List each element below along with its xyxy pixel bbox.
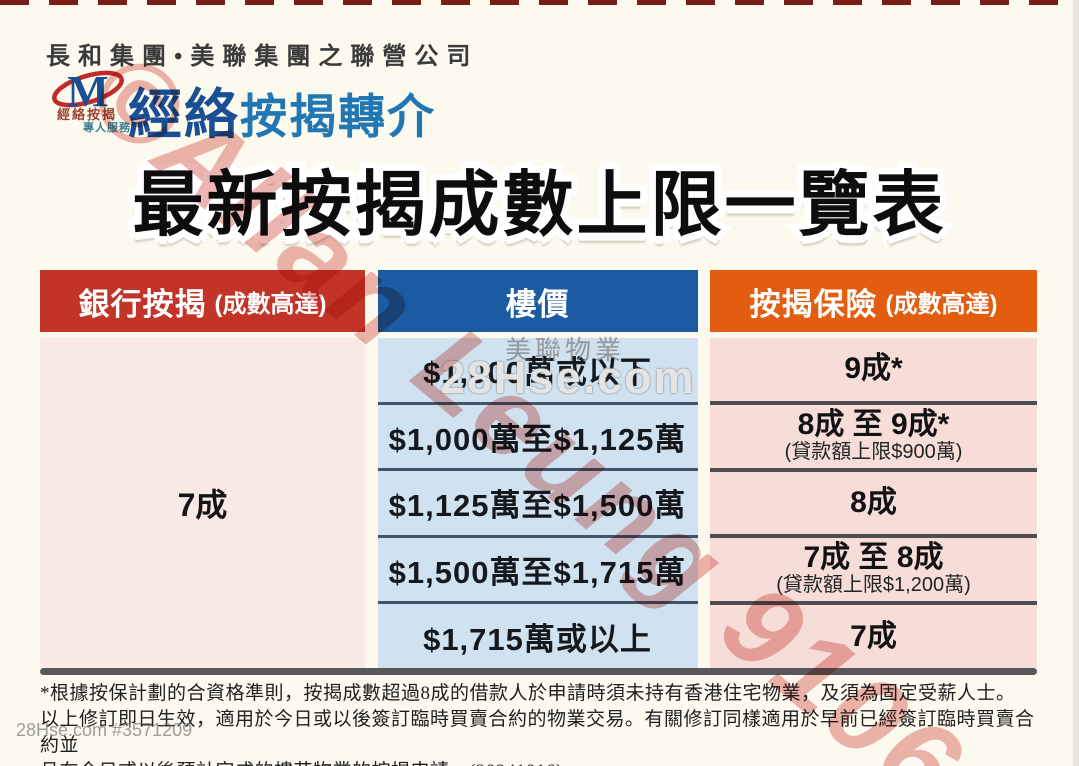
mreferral-logo-icon: M <box>50 67 126 123</box>
logo-caption-line2: 專人服務 <box>83 122 131 134</box>
insurance-column: 9成* 8成 至 9成* (貸款額上限$900萬) 8成 7成 至 8成 (貸款… <box>710 338 1037 668</box>
price-value: $1,500萬至$1,715萬 <box>388 555 687 591</box>
bank-ltv-cell: 7成 <box>40 338 365 668</box>
price-cell: $1,125萬至$1,500萬 <box>377 471 698 538</box>
price-value: $1,715萬或以上 <box>423 621 652 657</box>
header-insurance-paren: (成數高達) <box>885 290 998 318</box>
scan-edge <box>1073 0 1079 766</box>
price-column: $1,000萬或以下 $1,000萬至$1,125萬 $1,125萬至$1,50… <box>377 338 698 668</box>
company-line: 長和集團•美聯集團之聯營公司 <box>46 44 479 70</box>
table-bottom-bar <box>40 668 1037 675</box>
price-value: $1,125萬至$1,500萬 <box>388 488 687 524</box>
price-value: $1,000萬或以下 <box>423 355 652 391</box>
insurance-cell: 8成 <box>710 472 1037 539</box>
brand-name-secondary: 按揭轉介 <box>240 90 436 143</box>
insurance-cell: 9成* <box>710 338 1037 405</box>
price-cell: $1,000萬或以下 <box>377 338 698 405</box>
insurance-note: (貸款額上限$900萬) <box>784 440 963 463</box>
footnote-line2: 以上修訂即日生效，適用於今日或以後簽訂臨時買賣合約的物業交易。有關修訂同樣適用於… <box>40 709 1035 756</box>
column-header-property-price: 樓價 <box>377 270 698 332</box>
insurance-value: 9成* <box>844 352 903 386</box>
column-header-bank-mortgage: 銀行按揭 (成數高達) <box>40 270 365 332</box>
brand-name: 經絡按揭轉介 <box>128 70 436 149</box>
insurance-note: (貸款額上限$1,200萬) <box>776 574 971 597</box>
header-price-label: 樓價 <box>505 286 570 322</box>
page-title: 最新按揭成數上限一覽表 <box>126 160 949 251</box>
column-header-mortgage-insurance: 按揭保險 (成數高達) <box>710 270 1037 332</box>
svg-text:M: M <box>67 68 109 116</box>
ltv-table: 銀行按揭 (成數高達) 樓價 按揭保險 (成數高達) 7成 $1,000萬或以下… <box>40 270 1037 668</box>
header-bank-paren: (成數高達) <box>214 290 327 318</box>
brand-name-primary: 經絡 <box>128 85 240 145</box>
insurance-value: 8成 <box>850 485 897 519</box>
header-insurance-label: 按揭保險 <box>749 286 878 322</box>
insurance-cell: 7成 <box>710 605 1037 668</box>
footnote-line1: *根據按保計劃的合資格準則，按揭成數超過8成的借款人於申請時須未持有香港住宅物業… <box>40 683 1016 704</box>
insurance-cell: 7成 至 8成 (貸款額上限$1,200萬) <box>710 538 1037 606</box>
footnote-line3: 且在今日或以後預計完成的樓花物業的按揭申請。(20241016) <box>40 759 1050 766</box>
logo-caption-line1: 經絡按揭 <box>57 107 118 122</box>
insurance-value: 7成 至 8成 <box>803 541 944 575</box>
header-bank-label: 銀行按揭 <box>78 286 207 322</box>
price-cell: $1,500萬至$1,715萬 <box>377 538 698 605</box>
price-cell: $1,000萬至$1,125萬 <box>377 405 698 472</box>
price-value: $1,000萬至$1,125萬 <box>388 421 687 457</box>
top-dashed-border <box>0 0 1079 5</box>
price-cell: $1,715萬或以上 <box>378 604 698 668</box>
insurance-value: 7成 <box>850 619 897 653</box>
insurance-cell: 8成 至 9成* (貸款額上限$900萬) <box>710 405 1037 472</box>
footnotes: *根據按保計劃的合資格準則，按揭成數超過8成的借款人於申請時須未持有香港住宅物業… <box>40 681 1050 766</box>
bank-ltv-value: 7成 <box>177 487 228 523</box>
insurance-value: 8成 至 9成* <box>797 407 950 441</box>
